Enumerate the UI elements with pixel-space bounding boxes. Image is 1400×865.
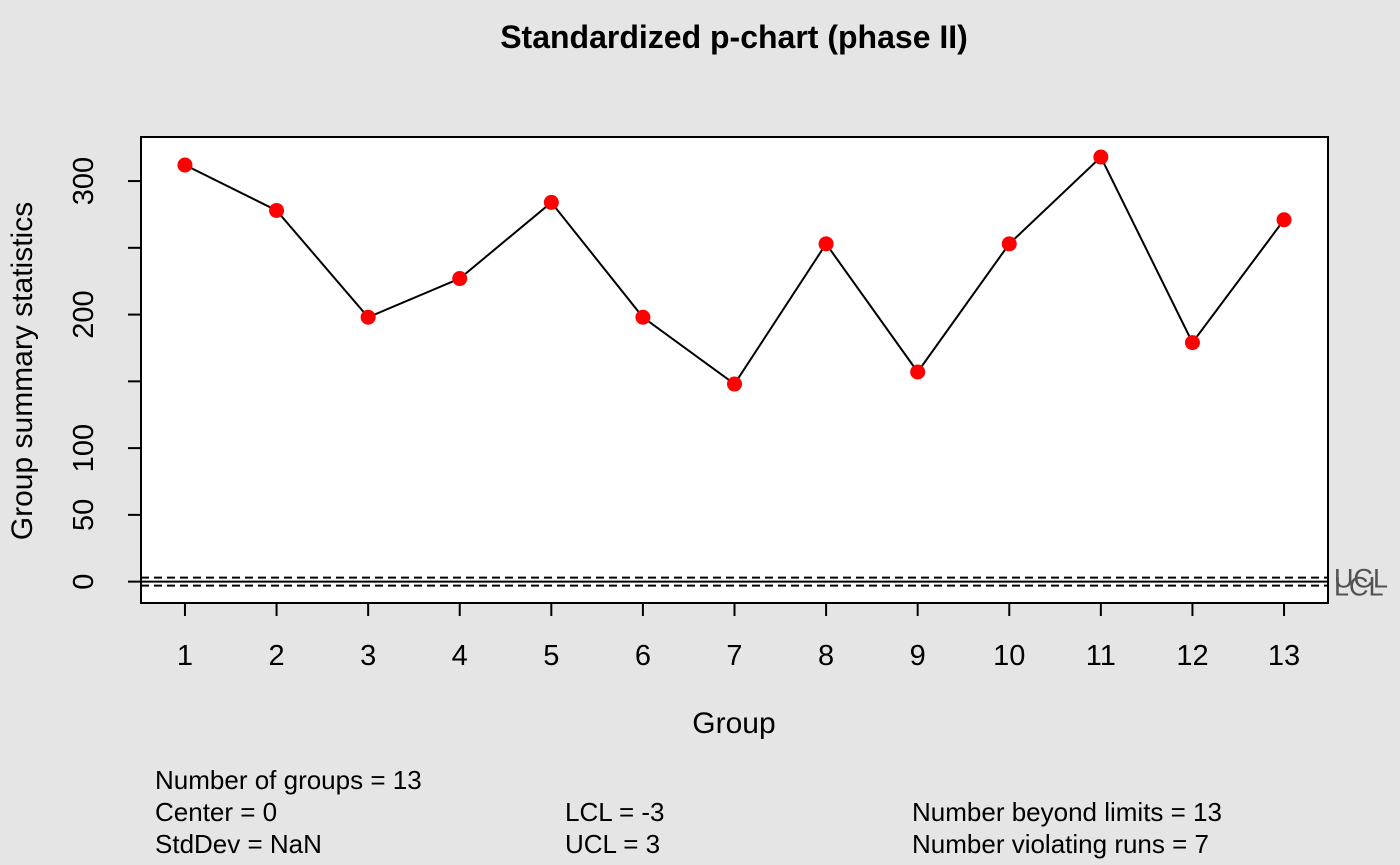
stat-stddev: StdDev = NaN bbox=[155, 829, 322, 859]
x-tick-label: 11 bbox=[1086, 640, 1116, 672]
data-point-5 bbox=[543, 194, 559, 210]
data-point-11 bbox=[1093, 149, 1109, 165]
x-tick-label: 2 bbox=[268, 640, 284, 672]
x-axis-label: Group bbox=[692, 707, 775, 740]
stat-violating-runs: Number violating runs = 7 bbox=[912, 829, 1209, 859]
x-tick-label: 8 bbox=[818, 640, 834, 672]
x-tick-label: 6 bbox=[635, 640, 651, 672]
data-point-1 bbox=[177, 157, 193, 173]
lcl-label: LCL bbox=[1334, 572, 1384, 602]
y-tick-label: 50 bbox=[68, 499, 100, 531]
x-tick-label: 13 bbox=[1268, 640, 1300, 672]
x-tick-label: 7 bbox=[726, 640, 742, 672]
stat-lcl: LCL = -3 bbox=[565, 797, 665, 827]
data-point-10 bbox=[1001, 236, 1017, 252]
plot-background bbox=[141, 137, 1328, 603]
chart-title: Standardized p-chart (phase II) bbox=[500, 19, 968, 55]
data-point-2 bbox=[269, 202, 285, 218]
stat-center: Center = 0 bbox=[155, 797, 278, 827]
data-point-3 bbox=[360, 309, 376, 325]
data-point-13 bbox=[1276, 212, 1292, 228]
stat-beyond-limits: Number beyond limits = 13 bbox=[912, 797, 1222, 827]
data-point-9 bbox=[910, 364, 926, 380]
y-tick-label: 100 bbox=[68, 424, 100, 472]
y-axis-label: Group summary statistics bbox=[6, 202, 39, 540]
x-tick-label: 10 bbox=[993, 640, 1025, 672]
plot-border bbox=[140, 136, 1329, 604]
data-point-12 bbox=[1184, 335, 1200, 351]
y-tick-label: 200 bbox=[68, 290, 100, 338]
data-point-6 bbox=[635, 309, 651, 325]
x-tick-label: 12 bbox=[1176, 640, 1208, 672]
stat-number-of-groups: Number of groups = 13 bbox=[155, 765, 422, 795]
x-tick-label: 9 bbox=[910, 640, 926, 672]
data-point-4 bbox=[452, 271, 468, 287]
x-tick-label: 5 bbox=[543, 640, 559, 672]
x-tick-label: 3 bbox=[360, 640, 376, 672]
y-tick-label: 0 bbox=[68, 574, 100, 590]
x-tick-label: 1 bbox=[177, 640, 193, 672]
data-point-8 bbox=[818, 236, 834, 252]
stat-ucl: UCL = 3 bbox=[565, 829, 661, 859]
y-tick-label: 300 bbox=[68, 157, 100, 205]
data-point-7 bbox=[727, 376, 742, 392]
ucl-label: UCL bbox=[1334, 564, 1388, 594]
x-tick-label: 4 bbox=[452, 640, 468, 672]
